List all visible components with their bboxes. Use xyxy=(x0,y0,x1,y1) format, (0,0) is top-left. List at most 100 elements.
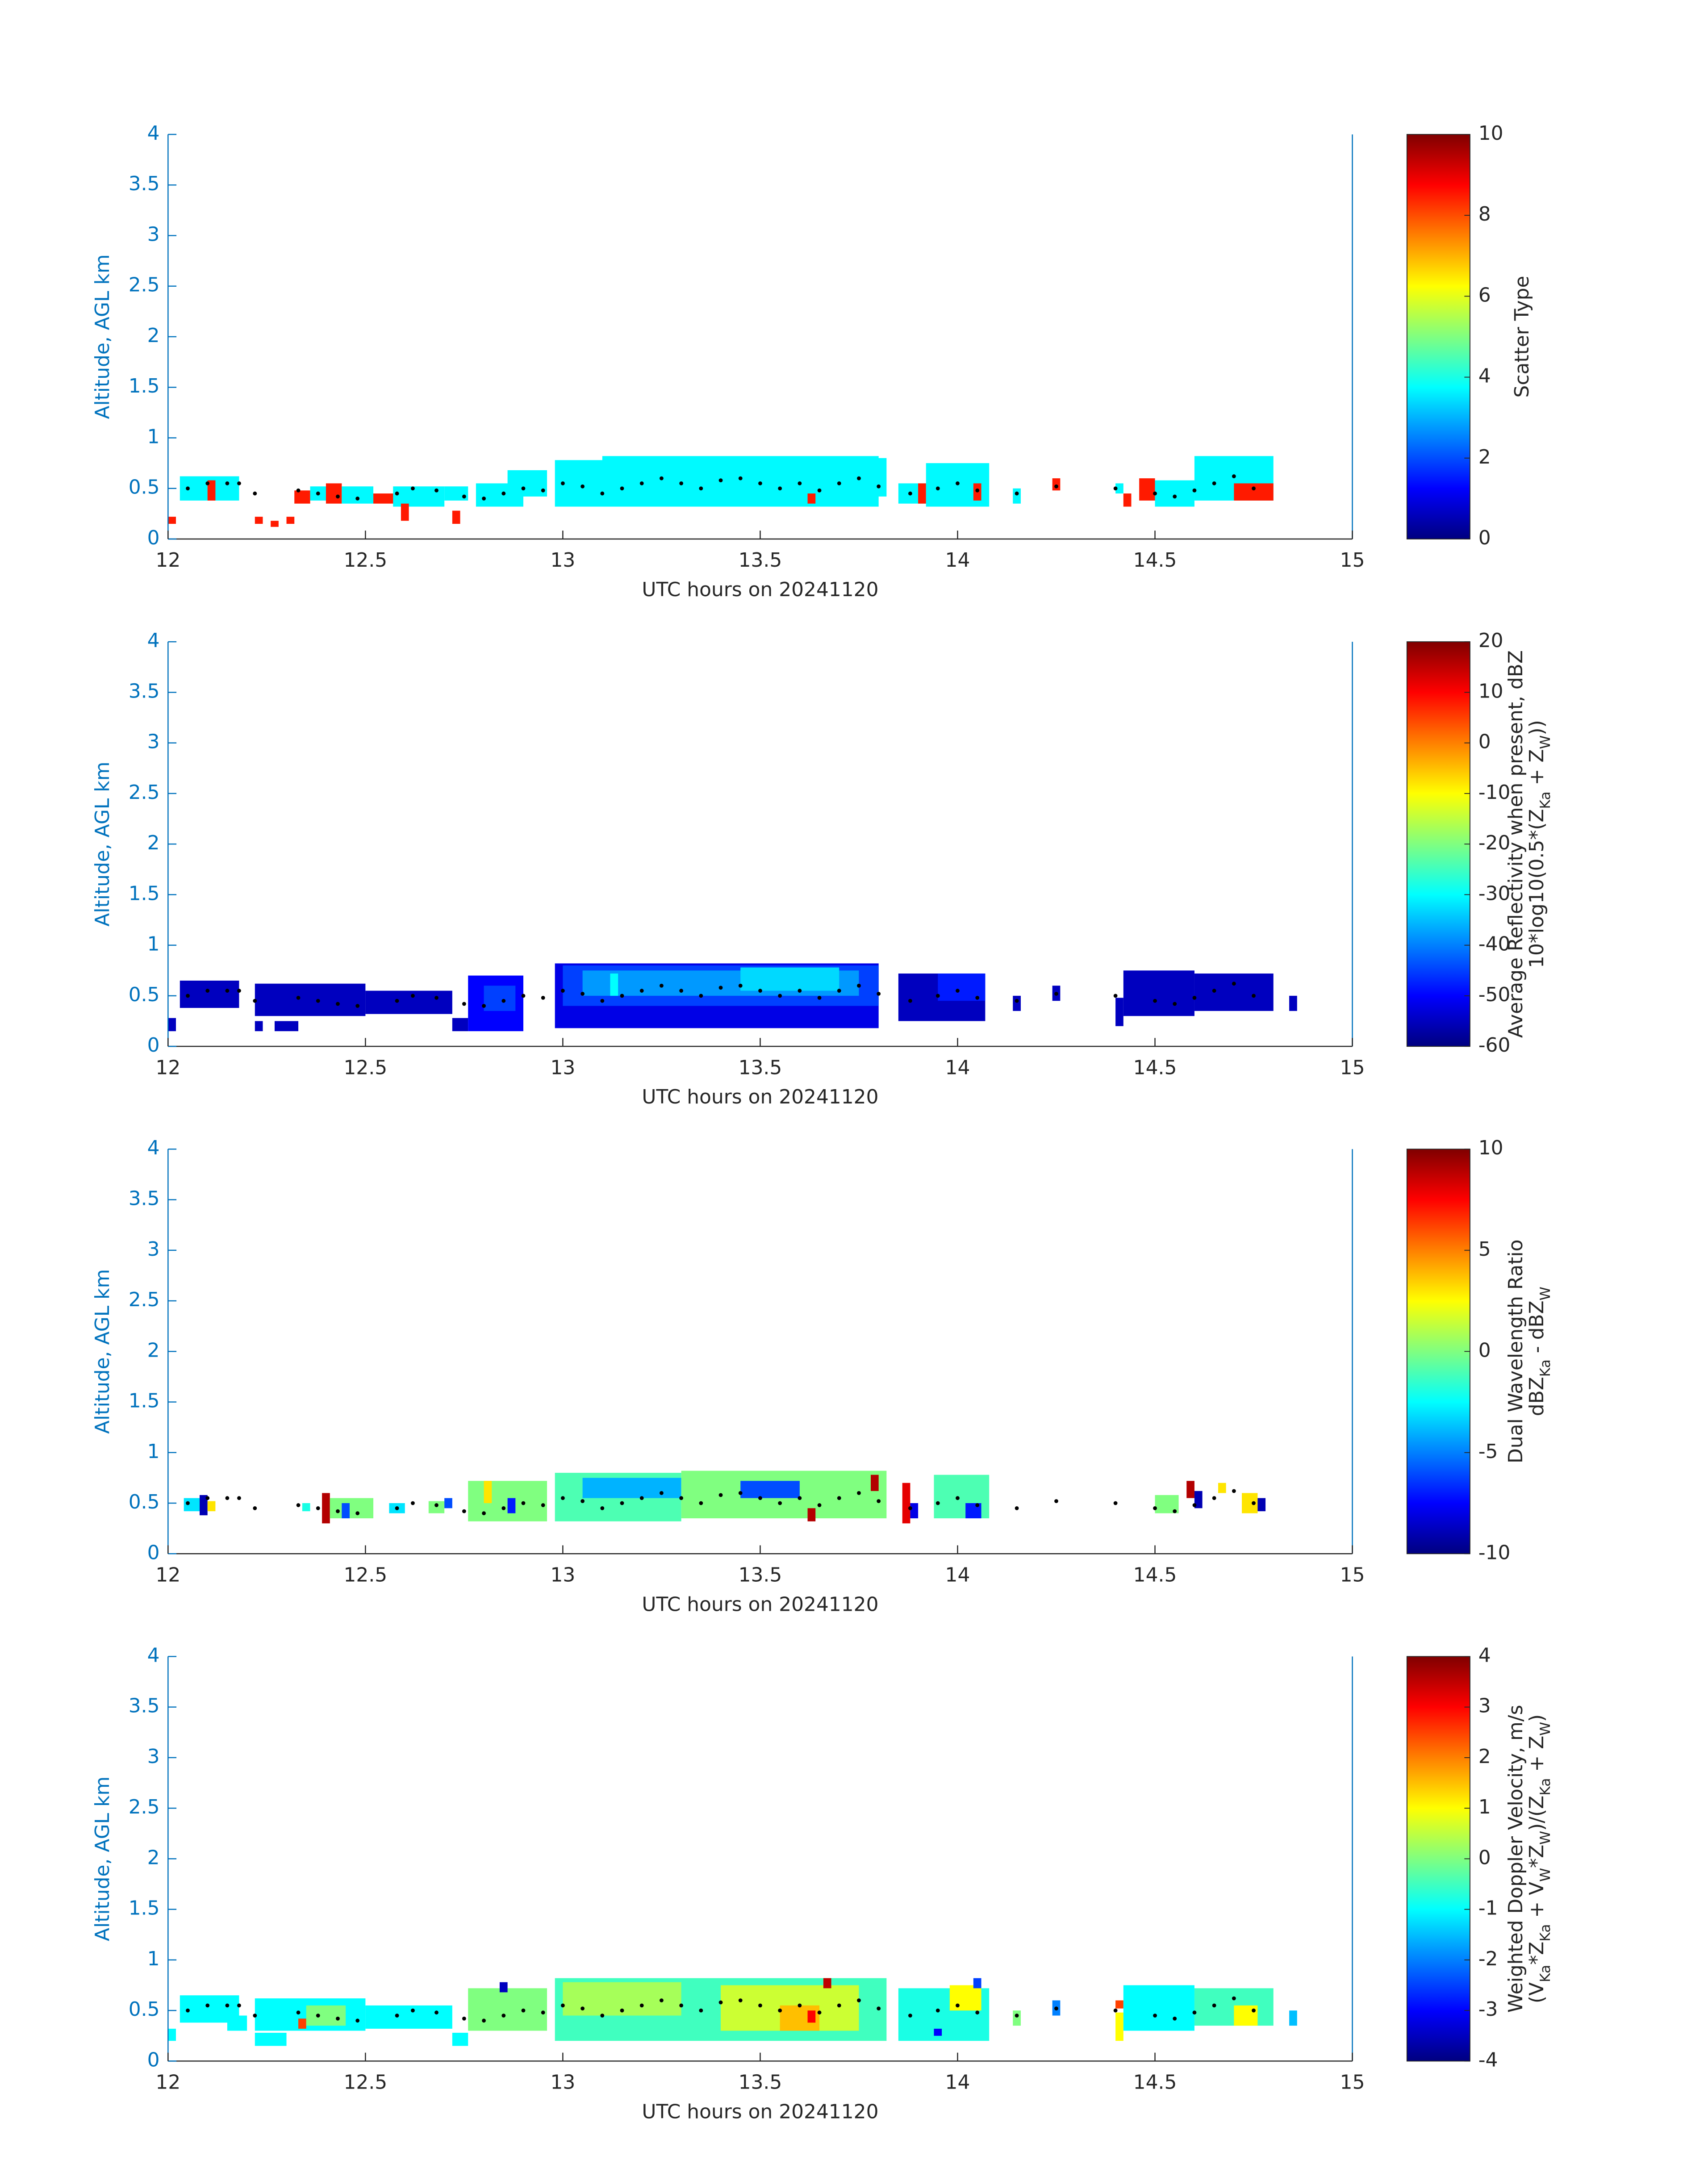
colorbar-tick-label: 1 xyxy=(1478,1796,1491,1818)
marker-dot xyxy=(908,999,912,1003)
y-tick-label: 2 xyxy=(147,832,160,854)
heatmap-cell xyxy=(610,974,618,996)
heatmap-cell xyxy=(365,990,452,1014)
marker-dot xyxy=(336,1509,340,1513)
x-axis-label: UTC hours on 20241120 xyxy=(642,578,878,601)
marker-dot xyxy=(1173,494,1177,499)
label-text: *Z xyxy=(1525,1845,1548,1868)
marker-dot xyxy=(501,1506,506,1510)
marker-dot xyxy=(699,1501,703,1505)
heatmap-cell xyxy=(484,986,516,1011)
colorbar-tick-label: 4 xyxy=(1478,365,1491,388)
colorbar-tick-label: 4 xyxy=(1478,1644,1491,1667)
y-tick-label: 0 xyxy=(147,526,160,549)
label-subscript: W xyxy=(1537,1722,1553,1736)
heatmap-cell xyxy=(1115,483,1123,494)
heatmap-cell xyxy=(1013,488,1021,504)
marker-dot xyxy=(877,484,881,489)
x-tick-label: 13.5 xyxy=(739,2071,782,2094)
heatmap-cell xyxy=(1194,1491,1203,1508)
heatmap-cell xyxy=(322,1493,330,1524)
colorbar xyxy=(1406,641,1470,1047)
heatmap-cell xyxy=(298,2018,306,2029)
y-tick-label: 2.5 xyxy=(129,274,160,297)
marker-dot xyxy=(699,2008,703,2013)
heatmap-cell xyxy=(452,1018,468,1032)
marker-dot xyxy=(718,986,723,990)
heatmap-cell xyxy=(918,483,926,504)
x-tick-label: 12 xyxy=(155,1563,180,1586)
label-subscript: Ka xyxy=(1537,1778,1553,1796)
marker-dot xyxy=(316,2014,320,2018)
heatmap-cell xyxy=(1194,1988,1274,2026)
label-text: Weighted Doppler Velocity, m/s xyxy=(1504,1705,1527,2013)
y-tick-label: 2.5 xyxy=(129,1288,160,1311)
heatmap-cell xyxy=(255,2032,287,2046)
label-text: + V xyxy=(1525,1882,1548,1924)
marker-dot xyxy=(296,1503,301,1507)
marker-dot xyxy=(253,999,257,1003)
marker-dot xyxy=(699,486,703,491)
marker-dot xyxy=(296,488,301,493)
label-subscript: W xyxy=(1537,1831,1553,1845)
marker-dot xyxy=(395,2014,399,2018)
label-text: ) xyxy=(1525,1714,1548,1722)
marker-dot xyxy=(1113,2008,1118,2013)
x-tick-label: 12.5 xyxy=(344,2071,388,2094)
marker-dot xyxy=(837,2003,841,2008)
marker-dot xyxy=(1113,1501,1118,1505)
marker-dot xyxy=(975,2010,980,2015)
marker-dot xyxy=(620,1501,624,1505)
marker-dot xyxy=(935,2008,940,2013)
colorbar-tick-label: 2 xyxy=(1478,1745,1491,1768)
marker-dot xyxy=(908,2014,912,2018)
marker-dot xyxy=(778,486,782,491)
heatmap-cell xyxy=(499,1982,508,1993)
colorbar-label: Scatter Type xyxy=(1511,276,1533,397)
heatmap-cell xyxy=(1013,995,1021,1011)
marker-dot xyxy=(620,486,624,491)
marker-dot xyxy=(1153,491,1157,496)
marker-dot xyxy=(253,491,257,496)
label-subscript: Ka xyxy=(1537,1924,1553,1942)
marker-dot xyxy=(738,476,743,481)
marker-dot xyxy=(817,1503,822,1507)
heatmap-cell xyxy=(428,1501,445,1513)
x-tick-label: 14 xyxy=(945,1056,970,1079)
heatmap-cell xyxy=(180,980,239,1008)
heatmap-cell xyxy=(1115,998,1123,1026)
colorbar-tick-label: 3 xyxy=(1478,1695,1491,1717)
heatmap-cell xyxy=(1234,2005,1258,2026)
heatmap-cell xyxy=(401,503,409,521)
heatmap-cell xyxy=(306,2005,346,2026)
y-tick-label: 0 xyxy=(147,2048,160,2071)
marker-dot xyxy=(1252,1501,1256,1505)
marker-dot xyxy=(1015,491,1019,496)
marker-dot xyxy=(679,2003,684,2008)
marker-dot xyxy=(434,996,438,1000)
marker-dot xyxy=(482,2018,486,2023)
marker-dot xyxy=(660,1998,664,2002)
heatmap-cell xyxy=(184,1498,200,1512)
y-axis-label: Altitude, AGL km xyxy=(91,762,114,927)
x-tick-label: 14.5 xyxy=(1133,2071,1177,2094)
heatmap-cell xyxy=(949,1985,981,2011)
marker-dot xyxy=(521,1501,526,1505)
heatmap-cell xyxy=(168,2028,176,2041)
colorbar-tick-label: -5 xyxy=(1478,1440,1498,1463)
y-tick-label: 0 xyxy=(147,1541,160,1564)
label-subscript: W xyxy=(1537,1287,1553,1300)
marker-dot xyxy=(482,497,486,501)
y-tick-label: 1.5 xyxy=(129,375,160,397)
marker-dot xyxy=(355,497,360,501)
colorbar-tick-label: 0 xyxy=(1478,526,1491,549)
marker-dot xyxy=(1113,486,1118,491)
marker-dot xyxy=(434,488,438,493)
y-tick-label: 0.5 xyxy=(129,476,160,499)
marker-dot xyxy=(600,2014,605,2018)
marker-dot xyxy=(758,989,762,993)
marker-dot xyxy=(908,1506,912,1510)
